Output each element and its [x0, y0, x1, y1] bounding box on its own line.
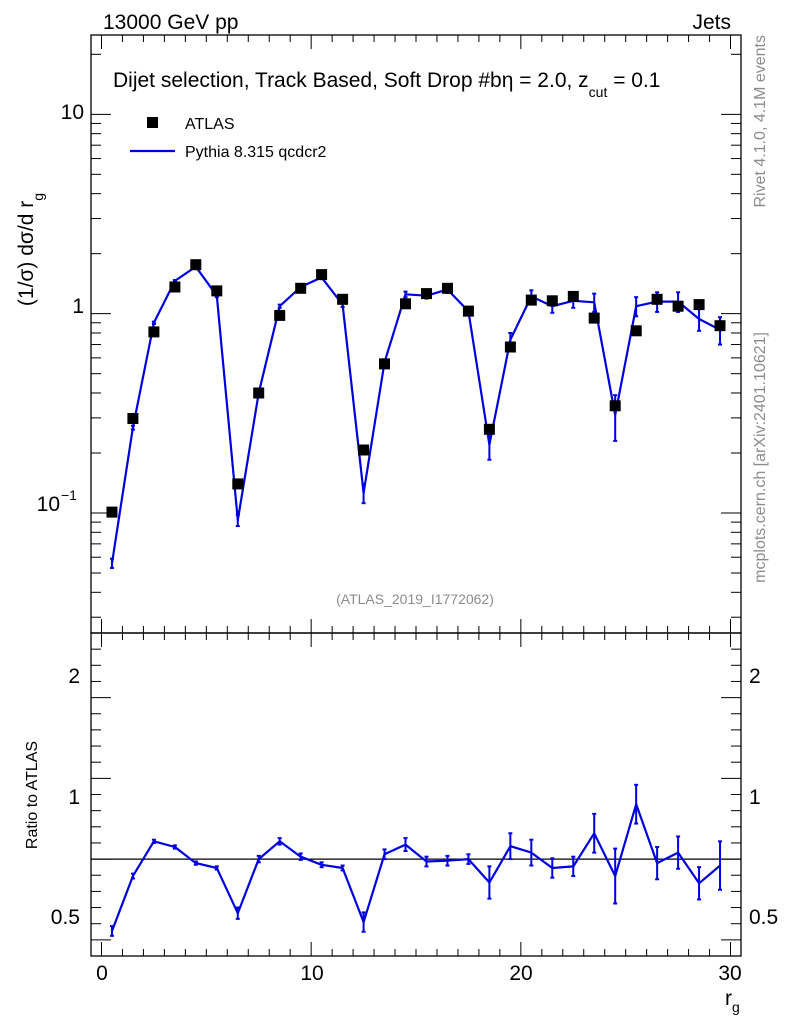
atlas-point — [316, 269, 328, 281]
ratio-ytick-right-1: 1 — [749, 786, 761, 809]
main-ylabel-sub: g — [30, 193, 46, 201]
ratio-ytick-left-0.5: 0.5 — [51, 906, 80, 929]
xtick-label-10: 10 — [300, 962, 323, 985]
xlabel-sub: g — [732, 999, 740, 1015]
atlas-point — [148, 326, 160, 338]
atlas-point — [588, 312, 600, 324]
ratio-series-group — [91, 783, 741, 937]
atlas-point — [672, 300, 684, 312]
xlabel: rg — [725, 987, 740, 1015]
ratio-ytick-left-2: 2 — [68, 665, 80, 688]
atlas-point — [609, 400, 621, 412]
ratio-ytick-right-0.5: 0.5 — [749, 906, 778, 929]
legend-atlas-label: ATLAS — [185, 116, 235, 133]
atlas-point — [651, 293, 663, 305]
legend-atlas-marker — [147, 117, 158, 128]
ratio-axis-ticks — [91, 632, 741, 957]
ytick-label-exponent: −1 — [61, 487, 77, 503]
atlas-point — [295, 282, 307, 294]
xtick-label-30: 30 — [718, 962, 741, 985]
atlas-point — [525, 294, 537, 306]
atlas-point — [567, 290, 579, 302]
ytick-label-10: 10 — [61, 101, 84, 124]
main-title-tail: = 0.1 — [607, 69, 660, 92]
mcplots-label: mcplots.cern.ch [arXiv:2401.10621] — [752, 332, 769, 583]
atlas-point — [546, 295, 558, 307]
atlas-point — [190, 259, 202, 271]
xtick-label-0: 0 — [96, 962, 108, 985]
atlas-point — [400, 298, 411, 310]
main-series-group — [106, 259, 726, 569]
ratio-ylabel: Ratio to ATLAS — [24, 741, 41, 849]
atlas-point — [379, 358, 390, 370]
atlas-point — [127, 413, 139, 424]
rivet-version-label: Rivet 4.1.0, 4.1M events — [752, 35, 769, 208]
legend-pythia-label: Pythia 8.315 qcdcr2 — [185, 144, 327, 161]
atlas-point — [211, 285, 223, 297]
xtick-label-20: 20 — [509, 962, 532, 985]
main-axis-ticks — [91, 35, 741, 633]
ratio-panel-frame — [90, 632, 742, 957]
header-process: Jets — [692, 11, 731, 34]
main-title-text: Dijet selection, Track Based, Soft Drop … — [113, 69, 502, 92]
ytick-label-1: 1 — [72, 295, 84, 318]
atlas-point — [169, 281, 181, 293]
atlas-point — [253, 387, 265, 399]
atlas-point — [337, 293, 349, 305]
xlabel-text: r — [725, 987, 732, 1010]
ratio-line — [110, 803, 721, 932]
atlas-point — [462, 305, 474, 317]
analysis-label: (ATLAS_2019_I1772062) — [336, 591, 494, 607]
atlas-point — [693, 299, 705, 311]
atlas-point — [232, 478, 244, 490]
atlas-point — [421, 288, 432, 300]
atlas-point — [483, 423, 495, 435]
atlas-point — [630, 325, 642, 337]
atlas-point — [442, 282, 453, 294]
main-title-sub: cut — [589, 84, 608, 100]
ratio-ytick-left-1: 1 — [68, 786, 80, 809]
atlas-point — [274, 309, 286, 321]
atlas-point — [504, 341, 516, 353]
atlas-point — [714, 320, 726, 332]
atlas-point — [358, 444, 370, 456]
main-ylabel: (1/σ) dσ/d rg — [15, 193, 46, 306]
pythia-line — [110, 265, 721, 564]
ratio-ytick-right-2: 2 — [749, 665, 761, 688]
main-title: Dijet selection, Track Based, Soft Drop … — [113, 69, 661, 100]
header-energy: 13000 GeV pp — [103, 11, 238, 34]
main-ylabel-text: (1/σ) dσ/d r — [15, 201, 38, 306]
main-title-eta: η = 2.0, z — [502, 69, 589, 92]
ytick-label-base-10: 10 — [37, 493, 60, 516]
atlas-point — [106, 506, 118, 518]
